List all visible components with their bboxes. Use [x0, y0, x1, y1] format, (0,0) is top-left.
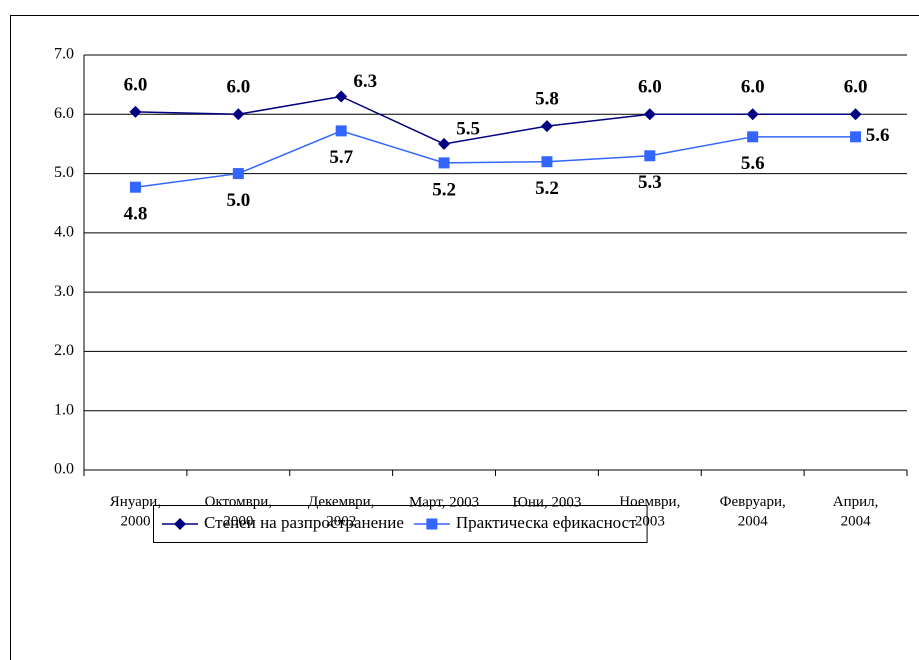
x-tick-label: Април, 2004 [833, 494, 879, 530]
data-label: 5.8 [535, 89, 559, 110]
y-tick-label: 2.0 [54, 342, 74, 359]
marker [849, 108, 862, 121]
data-label: 5.7 [329, 147, 353, 168]
series: 4.8 5.0 5.7 5.2 5.2 5.3 5.6 5.6 [124, 125, 890, 224]
x-tick-label: Януари, 2000 [110, 494, 161, 530]
x-tick-label: Декември, 2002 [308, 494, 375, 530]
legend-box [153, 505, 648, 543]
legend: Степен на разпространение Практическа ефи… [153, 505, 648, 543]
series-line [135, 130, 856, 188]
marker [540, 120, 553, 133]
series-line [135, 95, 856, 145]
y-tick-label: 5.0 [54, 164, 74, 181]
marker [129, 105, 142, 118]
marker [850, 131, 862, 143]
data-label: 6.0 [226, 77, 250, 98]
marker [174, 518, 186, 530]
x-tick-label: Март, 2003 [409, 494, 479, 510]
data-label: 5.2 [432, 179, 456, 200]
marker [438, 157, 450, 169]
x-tick-label: Октомври, 2000 [205, 494, 272, 530]
data-label: 5.2 [535, 178, 559, 199]
y-tick-label: 3.0 [54, 283, 74, 300]
y-tick-label: 7.0 [54, 46, 74, 63]
marker [438, 137, 451, 150]
data-label: 5.6 [866, 125, 890, 146]
data-label: 6.0 [124, 74, 148, 95]
marker [335, 125, 347, 137]
legend-label: Степен на разпространение [204, 513, 404, 532]
marker [644, 150, 656, 162]
data-label: 6.0 [844, 77, 868, 98]
legend-label: Практическа ефикасност [456, 513, 637, 532]
marker [129, 181, 141, 193]
marker [747, 131, 759, 143]
data-label: 5.3 [638, 172, 662, 193]
marker [541, 156, 553, 168]
data-label: 6.0 [638, 77, 662, 98]
x-tick-label: Ноември, 2003 [619, 494, 680, 530]
marker [643, 108, 656, 121]
x-tick-label: Юни, 2003 [512, 494, 581, 510]
data-label: 4.8 [124, 204, 148, 225]
x-tick-label: Февруари, 2004 [720, 494, 786, 530]
series: 6.0 6.0 6.3 5.5 5.8 6.0 6.0 6.0 [124, 71, 868, 150]
marker [232, 168, 244, 180]
marker [746, 108, 759, 121]
data-label: 5.0 [226, 190, 250, 211]
data-label: 6.0 [741, 77, 765, 98]
chart-border [10, 15, 919, 660]
y-tick-label: 4.0 [54, 224, 74, 241]
y-tick-label: 6.0 [54, 105, 74, 122]
data-label: 5.5 [456, 118, 480, 139]
data-label: 5.6 [741, 153, 765, 174]
y-tick-label: 1.0 [54, 401, 74, 418]
y-tick-label: 0.0 [54, 461, 74, 478]
marker [232, 108, 245, 121]
marker [335, 90, 348, 103]
data-label: 6.3 [353, 71, 377, 92]
marker [426, 518, 438, 530]
